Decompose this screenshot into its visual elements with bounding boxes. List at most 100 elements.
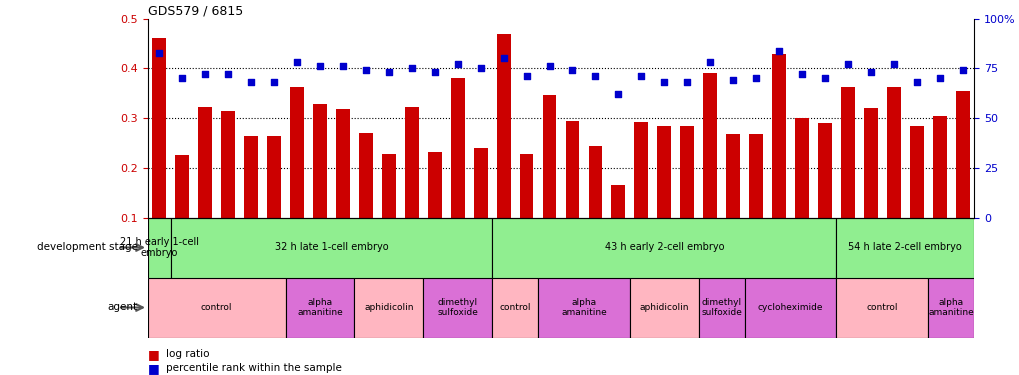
Bar <box>153 38 166 218</box>
Point <box>908 80 924 86</box>
Point <box>747 75 763 81</box>
Bar <box>703 74 716 217</box>
Point <box>312 63 328 69</box>
Text: control: control <box>866 303 897 312</box>
Point <box>358 68 374 74</box>
Bar <box>473 148 487 217</box>
Text: control: control <box>499 303 530 312</box>
Point <box>816 75 833 81</box>
Bar <box>656 126 671 218</box>
Bar <box>423 278 491 338</box>
Text: 43 h early 2-cell embryo: 43 h early 2-cell embryo <box>604 243 723 252</box>
Bar <box>491 217 836 278</box>
Text: ■: ■ <box>148 348 160 361</box>
Bar <box>359 133 373 218</box>
Bar <box>748 134 762 218</box>
Text: aphidicolin: aphidicolin <box>639 303 689 312</box>
Bar <box>496 34 510 218</box>
Bar <box>932 116 946 218</box>
Bar <box>542 95 556 218</box>
Point <box>587 74 603 80</box>
Point <box>151 50 167 55</box>
Bar <box>175 155 190 218</box>
Bar <box>313 104 327 218</box>
Text: alpha
amanitine: alpha amanitine <box>297 298 342 317</box>
Point <box>793 71 809 77</box>
Bar <box>795 118 808 218</box>
Point <box>518 74 534 80</box>
Point <box>220 71 236 77</box>
Bar <box>285 278 355 338</box>
Point <box>288 60 305 66</box>
Text: alpha
amanitine: alpha amanitine <box>927 298 973 317</box>
Bar <box>245 135 258 218</box>
Bar <box>355 278 423 338</box>
Bar <box>698 278 744 338</box>
Point <box>701 60 717 66</box>
Text: GDS579 / 6815: GDS579 / 6815 <box>148 4 243 18</box>
Text: agent: agent <box>107 303 138 312</box>
Point <box>495 56 512 62</box>
Text: 32 h late 1-cell embryo: 32 h late 1-cell embryo <box>274 243 388 252</box>
Point <box>197 71 213 77</box>
Bar <box>886 87 900 218</box>
Point <box>655 80 672 86</box>
Bar <box>450 78 464 218</box>
Bar <box>267 135 280 218</box>
Bar <box>817 123 830 218</box>
Bar <box>519 154 533 218</box>
Point <box>609 91 626 97</box>
Bar <box>405 107 419 218</box>
Bar <box>629 278 698 338</box>
Bar <box>836 278 927 338</box>
Bar <box>199 107 212 218</box>
Bar <box>289 87 304 218</box>
Text: cycloheximide: cycloheximide <box>757 303 822 312</box>
Point <box>839 62 855 68</box>
Bar <box>171 217 491 278</box>
Point <box>541 63 557 69</box>
Point <box>334 63 351 69</box>
Bar <box>491 278 538 338</box>
Bar <box>744 278 836 338</box>
Bar <box>336 109 350 217</box>
Point <box>954 68 970 74</box>
Bar <box>771 54 785 217</box>
Text: log ratio: log ratio <box>166 350 210 359</box>
Text: aphidicolin: aphidicolin <box>364 303 414 312</box>
Text: dimethyl
sulfoxide: dimethyl sulfoxide <box>437 298 478 317</box>
Point <box>679 80 695 86</box>
Bar <box>840 87 854 218</box>
Bar <box>726 134 739 218</box>
Text: alpha
amanitine: alpha amanitine <box>560 298 606 317</box>
Bar <box>148 217 171 278</box>
Bar <box>565 121 579 218</box>
Text: 54 h late 2-cell embryo: 54 h late 2-cell embryo <box>848 243 961 252</box>
Text: control: control <box>201 303 232 312</box>
Bar <box>909 126 923 218</box>
Point <box>266 80 282 86</box>
Bar <box>221 111 235 218</box>
Point <box>404 65 420 71</box>
Text: 21 h early 1-cell
embryо: 21 h early 1-cell embryо <box>120 237 199 258</box>
Text: percentile rank within the sample: percentile rank within the sample <box>166 363 341 373</box>
Point <box>174 75 191 81</box>
Point <box>449 62 466 68</box>
Point <box>564 68 580 74</box>
Bar <box>381 154 395 218</box>
Bar <box>680 126 693 218</box>
Bar <box>955 91 968 218</box>
Bar <box>538 278 629 338</box>
Point <box>243 80 259 86</box>
Point <box>633 74 649 80</box>
Point <box>930 75 947 81</box>
Point <box>770 48 787 54</box>
Point <box>884 62 901 68</box>
Bar <box>634 122 648 218</box>
Text: development stage: development stage <box>37 243 138 252</box>
Point <box>725 77 741 83</box>
Bar <box>927 278 973 338</box>
Bar <box>610 185 625 218</box>
Bar <box>836 217 973 278</box>
Point <box>862 69 878 75</box>
